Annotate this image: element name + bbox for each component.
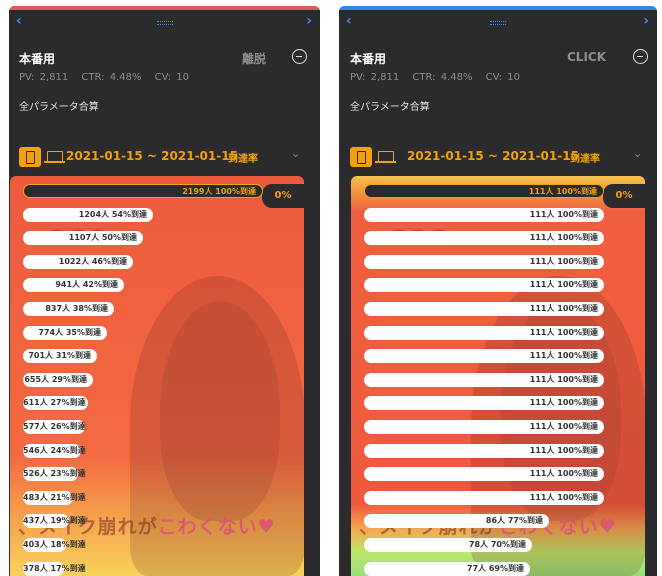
mode-label[interactable]: CLICK (567, 50, 607, 64)
ad-image-face (160, 301, 280, 521)
laptop-icon[interactable] (375, 151, 396, 163)
panel-title: 本番用 (350, 52, 387, 66)
reach-bar: 111人 100%到達 (364, 302, 604, 316)
reach-bar: 111人 100%到達 (364, 490, 604, 505)
stats-row: PV: 2,811 CTR: 4.48% CV: 10 (350, 72, 528, 83)
reach-bar: 655人 29%到達 (23, 372, 93, 387)
metric-label[interactable]: 到達率 (228, 154, 258, 165)
date-range[interactable]: 2021-01-15 ~ 2021-01-15 (407, 149, 579, 163)
reach-bar: 1022人 46%到達 (23, 254, 133, 269)
mode-label[interactable]: 離脱 (242, 52, 267, 66)
reach-bar: 577人 26%到達 (23, 420, 86, 434)
parameter-label: 全パラメータ合算 (19, 102, 99, 113)
reach-bar: 111人 100%到達 (364, 443, 604, 458)
reach-bar: 546人 24%到達 (23, 443, 86, 458)
metric-label[interactable]: 到達率 (570, 154, 600, 165)
panel-topbar: ‹ › (9, 6, 320, 32)
chevron-left-icon[interactable]: ‹ (16, 13, 22, 29)
reach-bar: 111人 100%到達 (364, 420, 604, 434)
reach-bars: 111人 100%到達 111人 100%到達 111人 100%到達 111人 10… (351, 176, 645, 576)
date-range[interactable]: 2021-01-15 ~ 2021-01-15 (66, 149, 238, 163)
percent-badge: 0% (262, 184, 304, 208)
reach-bar: 774人 35%到達 (23, 325, 107, 340)
ad-image-hair (130, 276, 304, 576)
chevron-down-icon[interactable]: ⌄ (291, 147, 301, 160)
reach-bar: 2199人 100%到達 (23, 184, 263, 198)
reach-bar: 837人 38%到達 (23, 302, 114, 316)
reach-bar: 701人 31%到達 (23, 349, 97, 364)
reach-bar: 86人 77%到達 (364, 514, 549, 529)
reach-bars: 2199人 100%到達 1204人 54%到達 1107人 50%到達 1022人 … (10, 176, 304, 576)
ctr-stat: CTR: 4.48% (412, 72, 473, 83)
panel-title: 本番用 (19, 52, 56, 66)
panel-topbar: ‹ › (339, 6, 657, 32)
laptop-icon[interactable] (44, 151, 65, 163)
stats-row: PV: 2,811 CTR: 4.48% CV: 10 (19, 72, 197, 83)
chevron-right-icon[interactable]: › (306, 13, 312, 29)
heatmap-area: ⌒ ⌒ ⌒ 、メイク崩れがこわくない♥ 0% 2199人 100%到達1204人… (10, 176, 304, 576)
chevron-left-icon[interactable]: ‹ (346, 13, 352, 29)
pv-stat: PV: 2,811 (350, 72, 400, 83)
reach-bar: 111人 100%到達 (364, 254, 604, 269)
reach-bar: 611人 27%到達 (23, 396, 88, 411)
reach-bar: 526人 23%到達 (23, 467, 86, 482)
reach-bar: 111人 100%到達 (364, 278, 604, 293)
reach-bar: 111人 100%到達 (364, 231, 604, 246)
reach-bar: 111人 100%到達 (364, 467, 604, 482)
cv-stat: CV: 10 (485, 72, 520, 83)
reach-bar: 941人 42%到達 (23, 278, 124, 293)
reach-bar: 437人 19%到達 (23, 514, 86, 529)
ctr-stat: CTR: 4.48% (81, 72, 142, 83)
reach-bar: 111人 100%到達 (364, 396, 604, 411)
minus-circle-icon[interactable] (633, 49, 648, 64)
percent-badge: 0% (603, 184, 645, 208)
chevron-right-icon[interactable]: › (643, 13, 649, 29)
reach-bar: 78人 70%到達 (364, 538, 532, 552)
smartphone-icon[interactable] (19, 147, 41, 167)
ad-headline-accent: こわくない♥ (157, 516, 276, 538)
reach-bar: 111人 100%到達 (364, 184, 604, 198)
parameter-label: 全パラメータ合算 (350, 102, 430, 113)
drag-handle-icon[interactable] (156, 21, 173, 25)
reach-bar: 111人 100%到達 (364, 372, 604, 387)
reach-bar: 77人 69%到達 (364, 561, 530, 576)
smartphone-icon[interactable] (350, 147, 372, 167)
reach-bar: 1204人 54%到達 (23, 207, 153, 222)
heatmap-panel-left: ‹ › 本番用 離脱 PV: 2,811 CTR: 4.48% CV: 10 全… (9, 6, 320, 576)
reach-bar: 111人 100%到達 (364, 349, 604, 364)
drag-handle-icon[interactable] (490, 21, 506, 25)
reach-bar: 111人 100%到達 (364, 325, 604, 340)
heatmap-panel-right: ‹ › 本番用 CLICK PV: 2,811 CTR: 4.48% CV: 1… (339, 6, 657, 576)
chevron-down-icon[interactable]: ⌄ (633, 147, 643, 160)
reach-bar: 483人 21%到達 (23, 490, 86, 505)
cv-stat: CV: 10 (154, 72, 189, 83)
reach-bar: 1107人 50%到達 (23, 231, 143, 246)
minus-circle-icon[interactable] (292, 49, 307, 64)
reach-bar: 378人 17%到達 (23, 561, 86, 576)
pv-stat: PV: 2,811 (19, 72, 69, 83)
reach-bar: 111人 100%到達 (364, 207, 604, 222)
reach-bar: 403人 18%到達 (23, 538, 86, 552)
